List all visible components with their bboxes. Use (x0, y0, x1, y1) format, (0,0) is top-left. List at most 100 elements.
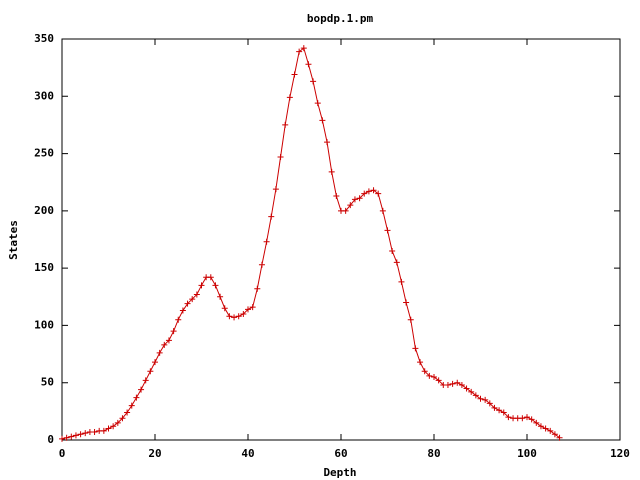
point-marker (170, 328, 177, 335)
point-marker (156, 349, 163, 356)
point-marker (82, 430, 89, 437)
point-marker (482, 396, 489, 403)
point-marker (547, 427, 554, 434)
point-marker (231, 314, 238, 321)
point-marker (258, 261, 265, 268)
point-marker (114, 419, 121, 426)
point-marker (524, 414, 530, 421)
point-marker (277, 154, 284, 161)
point-marker (268, 213, 275, 220)
series-line (61, 47, 560, 440)
point-marker (398, 278, 405, 285)
point-marker (463, 385, 470, 392)
point-marker (240, 310, 247, 317)
point-marker (184, 300, 191, 307)
point-marker (142, 377, 149, 384)
y-tick-label: 200 (34, 204, 54, 217)
y-tick-label: 0 (47, 433, 54, 446)
point-marker (110, 423, 117, 430)
x-tick-label: 0 (59, 447, 66, 460)
point-marker (528, 416, 535, 423)
point-marker (458, 382, 465, 389)
y-tick-label: 300 (34, 89, 54, 102)
point-marker (361, 190, 368, 197)
y-tick-label: 350 (34, 32, 54, 45)
point-marker (444, 382, 451, 389)
x-tick-label: 40 (241, 447, 254, 460)
point-marker (138, 386, 145, 393)
point-marker (324, 139, 331, 146)
y-tick-label: 150 (34, 261, 54, 274)
point-marker (351, 196, 358, 203)
point-marker (179, 307, 186, 314)
point-marker (370, 187, 377, 194)
point-marker (421, 368, 428, 375)
point-marker (189, 296, 196, 303)
point-marker (328, 168, 335, 175)
point-marker (147, 368, 154, 375)
point-marker (486, 400, 493, 407)
point-marker (426, 372, 433, 379)
point-marker (379, 207, 386, 214)
point-marker (296, 48, 303, 55)
point-marker (207, 274, 214, 281)
x-tick-label: 120 (610, 447, 630, 460)
x-tick-label: 20 (148, 447, 161, 460)
point-marker (305, 61, 312, 68)
point-marker (505, 414, 512, 421)
y-tick-label: 50 (41, 376, 54, 389)
point-marker (165, 337, 172, 344)
point-marker (314, 100, 321, 107)
point-marker (417, 359, 424, 366)
point-marker (542, 425, 549, 432)
point-marker (333, 192, 340, 199)
point-marker (477, 395, 484, 402)
point-marker (300, 45, 307, 52)
point-marker (175, 316, 182, 323)
point-marker (468, 388, 475, 395)
point-marker (124, 409, 131, 416)
point-marker (221, 305, 228, 312)
point-marker (282, 121, 289, 128)
point-marker (356, 195, 363, 202)
point-marker (254, 285, 261, 292)
point-marker (454, 379, 461, 386)
point-marker (342, 207, 349, 214)
y-tick-label: 100 (34, 318, 54, 331)
point-marker (500, 409, 507, 416)
point-marker (319, 117, 326, 124)
point-marker (375, 190, 382, 197)
point-marker (193, 291, 200, 298)
point-marker (226, 313, 233, 320)
point-marker (245, 306, 251, 313)
point-marker (537, 423, 544, 430)
point-marker (435, 377, 442, 384)
y-tick-label: 250 (34, 147, 54, 160)
x-tick-label: 80 (427, 447, 440, 460)
point-marker (310, 78, 317, 85)
point-marker (407, 316, 414, 323)
x-tick-label: 60 (334, 447, 347, 460)
point-marker (77, 431, 84, 438)
point-marker (72, 432, 79, 439)
point-marker (63, 434, 70, 441)
point-marker (384, 227, 391, 234)
point-marker (393, 259, 400, 266)
point-marker (556, 434, 563, 441)
point-marker (533, 419, 540, 426)
point-marker (217, 293, 224, 300)
point-marker (119, 415, 126, 422)
point-marker (431, 373, 437, 380)
point-marker (286, 94, 293, 101)
point-marker (68, 433, 75, 440)
point-marker (449, 380, 456, 387)
point-marker (133, 394, 140, 401)
point-marker (403, 299, 410, 306)
point-marker (472, 392, 479, 399)
point-marker (235, 313, 242, 320)
x-tick-label: 100 (517, 447, 537, 460)
point-marker (551, 431, 558, 438)
point-marker (59, 435, 65, 442)
y-axis-label: States (7, 220, 20, 260)
